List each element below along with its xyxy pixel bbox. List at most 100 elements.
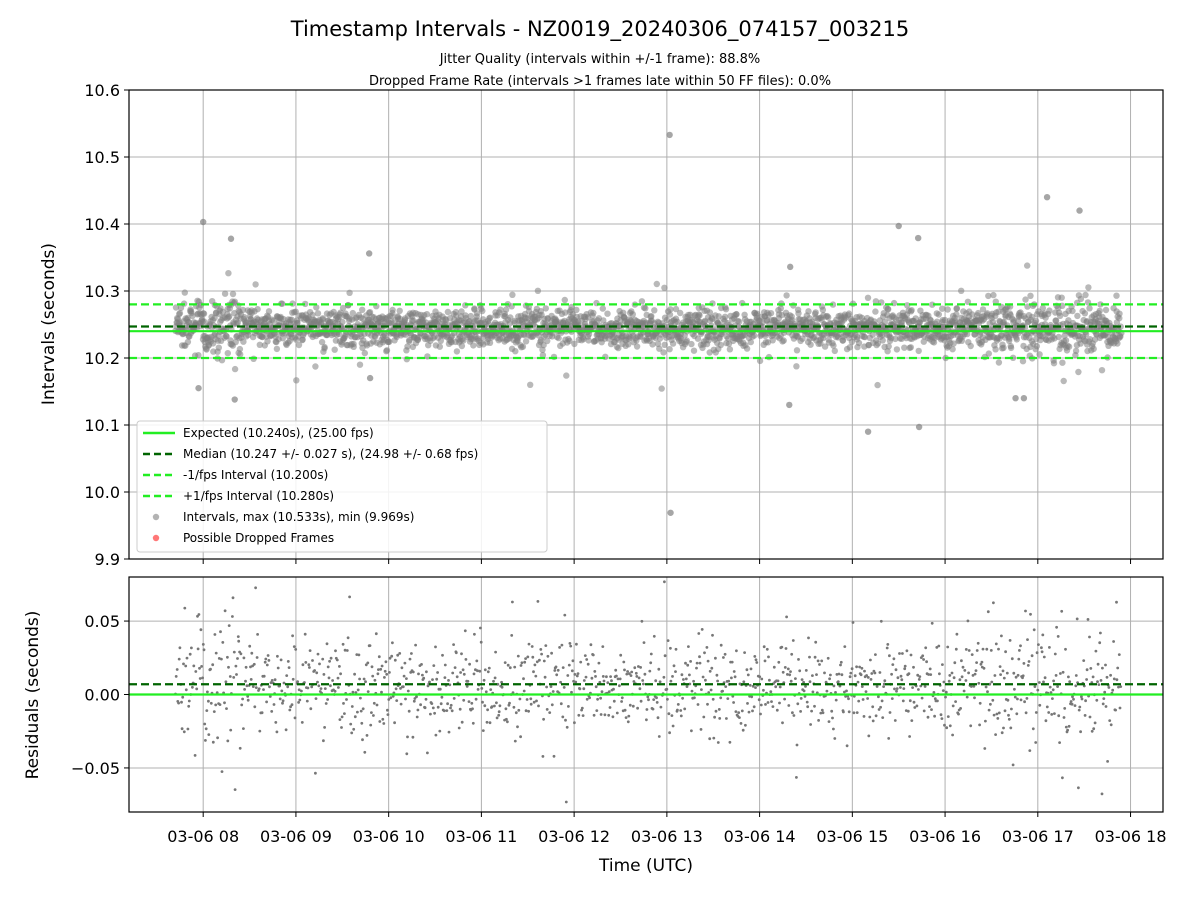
residual-point [994,733,997,736]
residual-point [1114,708,1117,712]
interval-point [777,305,784,312]
residual-point [197,613,201,616]
residual-point [532,670,535,674]
interval-point [879,337,886,344]
residual-point [818,663,821,666]
residuals-panel: 0.050.00−0.05 03-06 08 03-06 09 03-06 10 03… [23,576,1167,846]
interval-point [571,340,578,348]
interval-point [542,305,549,312]
interval-point [939,305,946,312]
residual-point [1108,719,1112,722]
x-tick-label: 03-06 11 [445,827,517,846]
residual-point [954,647,958,651]
residual-point [605,675,608,679]
interval-point [1072,347,1080,355]
residual-point [984,719,987,723]
residual-point [659,705,663,709]
residual-point [706,702,709,706]
interval-point [479,307,486,315]
residual-point [985,647,989,651]
residual-point [1036,688,1040,692]
residual-point [631,704,635,708]
residual-point [531,655,535,659]
residual-point [688,682,692,686]
residual-point [777,660,781,664]
interval-point [795,310,802,317]
residual-point [763,659,767,663]
residual-point [1061,670,1065,674]
interval-point [319,315,326,322]
interval-point [585,337,592,344]
interval-point [356,361,364,368]
residual-point [522,689,526,693]
residual-point [1014,675,1018,679]
residual-point [453,666,457,669]
residual-point [607,690,611,694]
residual-point [642,641,646,644]
residual-point [519,735,522,739]
residual-point [180,727,184,731]
residual-point [529,702,533,706]
y-tick-label: 10.5 [84,148,120,167]
residual-point [386,713,390,716]
residual-point [348,595,351,599]
residual-point [1105,675,1109,679]
interval-point [321,343,328,351]
residual-point [356,688,360,692]
residual-point [628,672,631,676]
interval-point [423,311,431,318]
residual-point [1056,635,1060,638]
residual-point [272,703,276,706]
residual-point [941,663,944,666]
interval-point [346,289,353,296]
residual-point [744,723,747,727]
interval-point [1096,307,1103,315]
residual-point [778,701,781,705]
residual-point [265,700,268,704]
interval-point [721,313,729,320]
interval-point [534,287,542,294]
interval-point [1074,312,1081,320]
residual-point [1073,704,1077,707]
residual-point [419,703,422,707]
residual-point [946,715,950,718]
interval-point [672,305,680,313]
residual-point [534,674,538,678]
residual-point [917,688,920,691]
residual-point [1102,697,1106,700]
residual-point [184,688,188,692]
residual-point [1030,654,1034,658]
residual-point [832,727,835,731]
residual-point [339,672,342,676]
residual-point [506,720,509,724]
residual-point [716,679,719,683]
residual-point [585,658,589,661]
residual-point [708,669,712,673]
interval-point [1028,313,1036,321]
residual-point [560,643,564,647]
residual-point [541,755,545,758]
residual-point [361,707,365,711]
interval-point [726,346,734,353]
residual-point [479,626,482,630]
residual-point [800,678,804,681]
residual-point [979,662,983,666]
interval-point [185,319,192,326]
residual-point [256,633,259,636]
residual-point [654,679,658,683]
residual-point [649,652,653,656]
interval-point [550,353,558,361]
residual-point [175,668,179,671]
residual-point [1056,685,1059,688]
x-tick-label: 03-06 09 [260,827,332,846]
residual-point [372,714,375,717]
interval-point [507,314,514,321]
residual-point [602,679,606,683]
residual-point [1018,649,1021,652]
residual-point [231,615,234,618]
residual-point [951,704,955,708]
interval-point [661,341,668,348]
residual-point [364,680,367,684]
residual-point [847,697,850,701]
residual-point [246,695,250,698]
